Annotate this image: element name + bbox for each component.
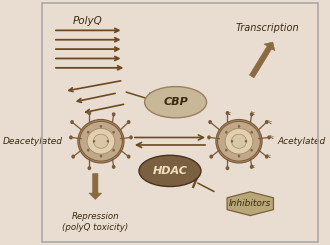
Text: Ac: Ac: [269, 135, 275, 140]
Circle shape: [207, 135, 211, 139]
Ellipse shape: [80, 121, 122, 161]
Circle shape: [107, 140, 109, 143]
Circle shape: [127, 120, 130, 124]
Circle shape: [265, 120, 269, 124]
Circle shape: [113, 149, 115, 152]
Ellipse shape: [217, 121, 260, 161]
Circle shape: [245, 140, 247, 143]
Text: Ac: Ac: [226, 110, 232, 116]
Circle shape: [267, 135, 271, 139]
Ellipse shape: [216, 120, 262, 163]
Circle shape: [112, 112, 115, 116]
Ellipse shape: [139, 155, 201, 186]
Ellipse shape: [225, 128, 253, 154]
Circle shape: [112, 165, 115, 169]
Text: Inhibitors: Inhibitors: [229, 199, 272, 208]
Ellipse shape: [145, 86, 207, 118]
Text: Deacetylated: Deacetylated: [3, 137, 63, 146]
Circle shape: [226, 166, 229, 170]
Circle shape: [113, 131, 115, 134]
Circle shape: [69, 135, 73, 139]
Circle shape: [226, 111, 229, 115]
Circle shape: [231, 140, 233, 143]
Circle shape: [71, 155, 75, 159]
Ellipse shape: [78, 120, 124, 163]
Text: Ac: Ac: [267, 120, 273, 124]
Ellipse shape: [231, 134, 247, 148]
Circle shape: [250, 165, 253, 169]
Bar: [42, 3, 318, 242]
Circle shape: [100, 125, 102, 128]
Circle shape: [127, 155, 130, 159]
Text: Transcription: Transcription: [235, 24, 299, 34]
Text: Acetylated: Acetylated: [277, 137, 325, 146]
Text: CBP: CBP: [163, 97, 188, 107]
Circle shape: [225, 131, 228, 134]
Circle shape: [265, 155, 269, 159]
Text: Repression
(polyQ toxicity): Repression (polyQ toxicity): [62, 211, 128, 232]
Circle shape: [250, 131, 253, 134]
Circle shape: [100, 155, 102, 158]
Ellipse shape: [87, 128, 115, 154]
Circle shape: [225, 149, 228, 152]
Circle shape: [210, 155, 213, 159]
Text: Ac: Ac: [266, 154, 272, 159]
Circle shape: [70, 120, 74, 124]
Circle shape: [87, 131, 89, 134]
Text: Ac: Ac: [250, 164, 256, 169]
Circle shape: [87, 166, 91, 170]
Circle shape: [208, 120, 212, 124]
Text: PolyQ: PolyQ: [73, 16, 103, 26]
Circle shape: [250, 149, 253, 152]
Circle shape: [87, 111, 91, 115]
Circle shape: [87, 149, 89, 152]
Polygon shape: [227, 192, 274, 216]
Text: Ac: Ac: [250, 110, 256, 116]
Circle shape: [250, 112, 253, 116]
Circle shape: [238, 155, 240, 158]
Circle shape: [129, 135, 133, 139]
Text: HDAC: HDAC: [152, 166, 187, 176]
Circle shape: [93, 140, 95, 143]
Circle shape: [238, 125, 240, 128]
Ellipse shape: [93, 134, 109, 148]
